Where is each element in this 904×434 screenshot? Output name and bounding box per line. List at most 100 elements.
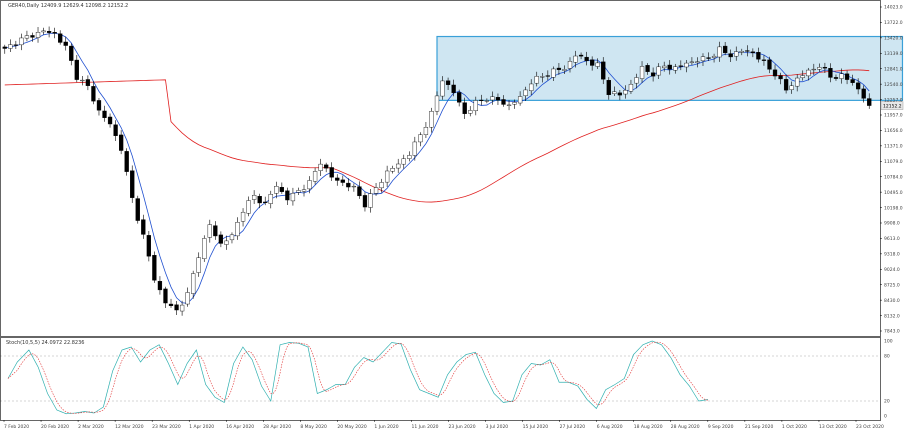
x-tick-label: 20 May 2020: [337, 424, 366, 430]
x-tick-label: 23 Jun 2020: [449, 424, 476, 430]
candle-body: [384, 170, 390, 183]
x-tick-label: 1 Oct 2020: [782, 424, 807, 430]
y-tick-label: 13722.0: [884, 20, 903, 26]
y-tick-label: 9613.0: [884, 236, 900, 242]
candle-body: [457, 92, 462, 103]
x-tick-label: 13 Oct 2020: [819, 424, 847, 430]
candle-body: [634, 77, 639, 84]
candle-body: [495, 97, 501, 101]
x-tick-label: 2 Mar 2020: [78, 424, 104, 430]
candle-body: [357, 186, 362, 197]
x-tick-label: 15 Jul 2020: [523, 424, 549, 430]
candle-body: [274, 186, 279, 194]
candle-body: [285, 190, 290, 201]
x-tick-label: 16 Apr 2020: [226, 424, 254, 430]
candle-body: [473, 100, 478, 112]
candle-body: [728, 53, 733, 58]
candle-body: [407, 155, 412, 159]
candle-body: [263, 201, 268, 203]
candle-body: [423, 127, 429, 135]
candle-body: [174, 304, 179, 311]
candle-body: [756, 52, 761, 60]
candle-body: [745, 50, 750, 52]
candle-body: [152, 255, 157, 281]
current-price-label: 12152.2: [883, 104, 902, 110]
candle-body: [163, 288, 168, 304]
candle-body: [179, 304, 185, 312]
y-tick-label: 11957.0: [884, 113, 903, 119]
candle-body: [850, 79, 855, 83]
candle-body: [523, 89, 528, 96]
candle-body: [213, 225, 218, 237]
y-tick-label: 8132.0: [884, 313, 900, 319]
candle-body: [218, 234, 224, 244]
candle-body: [80, 79, 85, 82]
candle-body: [717, 46, 722, 58]
candle-body: [412, 141, 417, 156]
candle-body: [168, 303, 174, 306]
candle-body: [795, 77, 800, 87]
candle-body: [58, 33, 63, 43]
candle-body: [667, 64, 672, 70]
candle-body: [296, 190, 301, 193]
current-price-tag: [880, 101, 904, 110]
candle-body: [429, 111, 434, 128]
candle-body: [761, 59, 767, 61]
x-tick-label: 28 Aug 2020: [671, 424, 700, 430]
candle-body: [595, 62, 600, 67]
x-tick-label: 6 Aug 2020: [597, 424, 623, 430]
candle-body: [324, 164, 329, 169]
candle-body: [706, 57, 711, 59]
candle-body: [46, 31, 52, 33]
candle-body: [401, 158, 406, 165]
x-tick-label: 28 Apr 2020: [263, 424, 291, 430]
candle-body: [451, 84, 456, 93]
stochastic-y-tick-label: 0: [884, 414, 887, 420]
candle-body: [806, 69, 811, 77]
candle-body: [235, 222, 240, 237]
candle-body: [224, 240, 229, 245]
candle-body: [468, 110, 473, 114]
candle-body: [612, 91, 617, 94]
y-tick-label: 14023.0: [884, 5, 903, 11]
y-tick-label: 11079.0: [884, 159, 903, 165]
y-tick-label: 10784.0: [884, 174, 903, 180]
candle-body: [828, 68, 833, 78]
candle-body: [684, 62, 689, 68]
candle-body: [562, 69, 567, 71]
candle-body: [335, 177, 340, 181]
x-tick-label: 1 Jun 2020: [374, 424, 398, 430]
candle-body: [301, 189, 307, 192]
candle-body: [590, 59, 595, 66]
candle-body: [373, 187, 379, 194]
candle-body: [645, 65, 650, 72]
candle-body: [96, 100, 102, 111]
candle-body: [662, 65, 667, 69]
candle-body: [63, 41, 68, 46]
candle-body: [196, 257, 201, 273]
candle-body: [856, 82, 861, 90]
candle-body: [19, 37, 24, 46]
y-tick-label: 11656.0: [884, 128, 903, 134]
candle-body: [2, 46, 7, 49]
candle-body: [512, 102, 517, 105]
candle-body: [351, 185, 357, 188]
y-tick-label: 12540.0: [884, 82, 903, 88]
candle-body: [678, 65, 683, 67]
candle-body: [74, 59, 79, 80]
candle-body: [867, 98, 872, 106]
candle-body: [440, 80, 445, 97]
candle-body: [157, 281, 163, 291]
candle-body: [695, 61, 700, 64]
candle-body: [700, 56, 706, 62]
candle-body: [844, 73, 850, 80]
x-tick-label: 20 Feb 2020: [41, 424, 69, 430]
candle-body: [817, 67, 822, 70]
price-panel: [2, 26, 904, 316]
candle-body: [490, 96, 495, 101]
candle-body: [573, 55, 578, 63]
candle-body: [290, 192, 296, 202]
candle-body: [750, 51, 755, 54]
y-tick-label: 10495.0: [884, 190, 903, 196]
